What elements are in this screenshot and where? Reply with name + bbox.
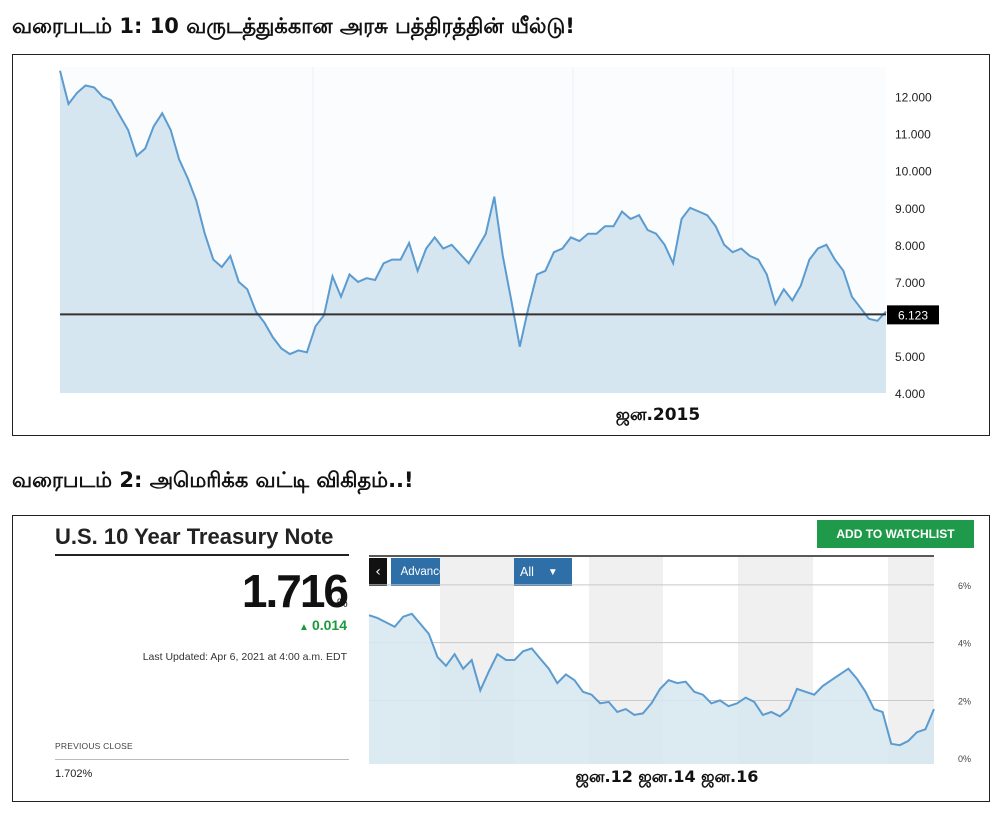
- price-change-value: 0.014: [311, 617, 347, 633]
- y-tick-label: 12.000: [895, 91, 932, 105]
- up-triangle-icon: ▲: [299, 622, 309, 633]
- y-tick-label: 4%: [958, 639, 971, 649]
- previous-close-label: PREVIOUS CLOSE: [55, 741, 133, 751]
- y-tick-label: 11.000: [895, 128, 931, 142]
- price-change: ▲ 0.014: [299, 617, 347, 633]
- y-tick-label: 8.000: [895, 239, 925, 253]
- y-tick-label: 10.000: [895, 165, 932, 179]
- title-divider: [55, 554, 349, 556]
- y-tick-label: 6%: [958, 581, 971, 591]
- current-value-box: [887, 305, 939, 325]
- previous-close-value: 1.702%: [55, 768, 93, 780]
- y-tick-label: 5.000: [895, 350, 925, 364]
- chart2-heading: வரைபடம் 2: அமெரிக்க வட்டி விகிதம்..!: [12, 468, 414, 492]
- y-tick-label: 2%: [958, 696, 971, 706]
- yield-area: [369, 613, 934, 764]
- yield-area: [60, 70, 886, 393]
- price-unit: %: [337, 596, 348, 610]
- yield-line: [368, 612, 935, 747]
- y-tick-label: 4.000: [895, 387, 925, 401]
- chart1-container: 12.00011.00010.0009.0008.0007.0006.0005.…: [12, 54, 990, 436]
- y-tick-label: 9.000: [895, 202, 925, 216]
- dropdown-caret-icon: ▼: [547, 566, 558, 578]
- chart2-plot: 6% 4% 2% 0% ஜன.12 ஜன.14 ஜன.16: [368, 555, 971, 787]
- chart1-plot: 12.00011.00010.0009.0008.0007.0006.0005.…: [59, 67, 939, 427]
- previous-close-divider: [55, 759, 349, 760]
- chart1-heading: வரைபடம் 1: 10 வருடத்துக்கான அரசு பத்திரத…: [12, 14, 575, 38]
- range-select[interactable]: All ▼: [511, 558, 572, 586]
- instrument-title: U.S. 10 Year Treasury Note: [55, 524, 334, 549]
- add-to-watchlist-button[interactable]: ADD TO WATCHLIST: [817, 520, 974, 548]
- last-updated: Last Updated: Apr 6, 2021 at 4:00 a.m. E…: [142, 651, 347, 663]
- y-tick-label: 0%: [958, 754, 971, 764]
- range-select-value: All: [520, 565, 534, 579]
- yield-line: [59, 70, 887, 356]
- chart2-container: U.S. 10 Year Treasury Note 1.716 % ▲ 0.01…: [12, 515, 990, 802]
- y-tick-label: 7.000: [895, 276, 925, 290]
- x-axis-label: ஜன.2015: [616, 405, 700, 427]
- back-arrow-icon[interactable]: ‹: [369, 558, 387, 586]
- x-axis-label: ஜன.12 ஜன.14 ஜன.16: [576, 767, 759, 787]
- current-price: 1.716: [241, 565, 349, 617]
- current-value-label: 6.123: [898, 308, 928, 322]
